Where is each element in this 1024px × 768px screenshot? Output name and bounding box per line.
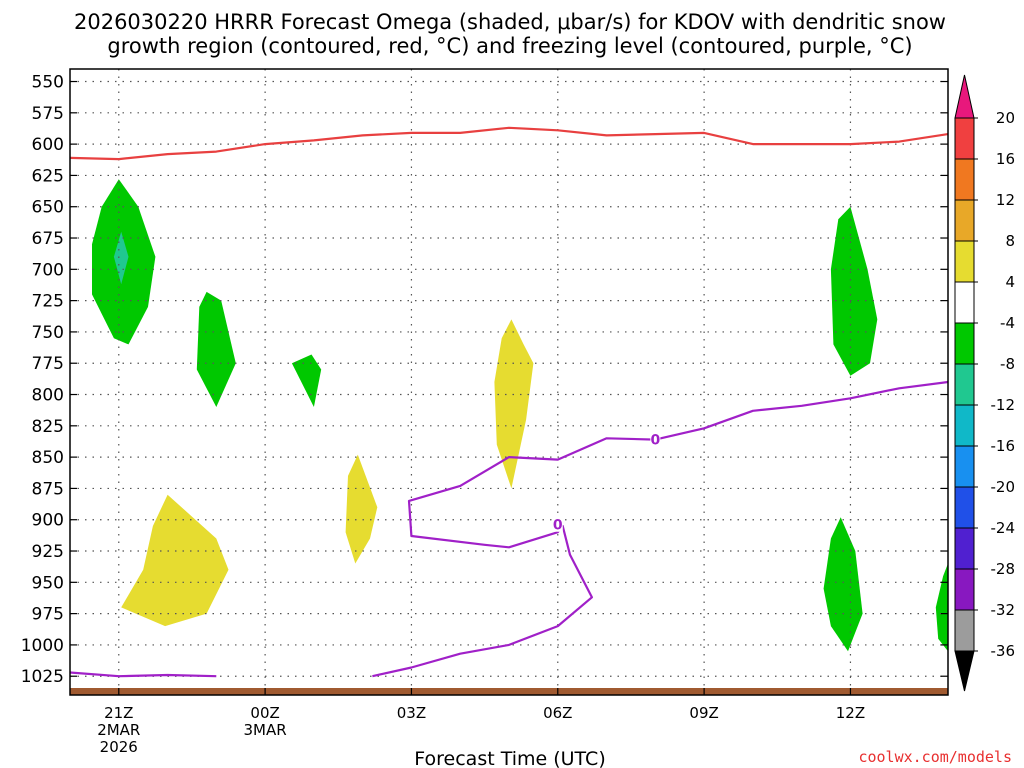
colorbar-label: 12: [996, 191, 1015, 209]
omega-shade-green-2: [196, 291, 236, 407]
colorbar-label: -24: [991, 519, 1016, 537]
omega-shade-yellow-3: [121, 494, 229, 627]
colorbar-label: -4: [1000, 314, 1015, 332]
contour-dendritic-red: [69, 126, 949, 161]
colorbar-segment: [954, 240, 975, 283]
x-tick-label: 06Z: [543, 704, 572, 722]
y-tick-label: 725: [32, 292, 64, 312]
colorbar-segment: [954, 609, 975, 652]
contour-label: 0: [553, 518, 563, 534]
contour-label-background: [552, 516, 563, 532]
y-tick-label: 975: [32, 605, 64, 625]
colorbar-label: 16: [996, 150, 1015, 168]
y-tick-label: 1025: [21, 667, 64, 687]
y-tick-label: 1000: [21, 636, 64, 656]
colorbar-label: -12: [991, 396, 1016, 414]
omega-shade-green-6: [935, 563, 948, 652]
colorbar-bottom-arrow: [954, 650, 975, 692]
ground-strip: [70, 688, 948, 695]
omega-shade-green-3: [291, 354, 322, 407]
colorbar-label: -16: [991, 437, 1016, 455]
colorbar: 20 16 12 8 4 -4 -8 -12 -16 -20 -24 -28 -32 -36: [954, 74, 1016, 692]
y-tick-label: 925: [32, 542, 64, 562]
contour-label-background: [650, 431, 661, 447]
colorbar-label: 4: [1005, 273, 1015, 291]
y-tick-label: 675: [32, 229, 64, 249]
x-tick-label: 2MAR: [97, 721, 140, 739]
x-tick-label: 21Z: [104, 704, 133, 722]
x-tick-label: 3MAR: [244, 721, 287, 739]
y-tick-label: 800: [32, 386, 64, 406]
x-tick-label: 09Z: [689, 704, 718, 722]
colorbar-segment: [954, 158, 975, 201]
contour-freezing-purple: [69, 671, 217, 678]
omega-shade-green-4: [830, 206, 878, 376]
x-tick-label: 12Z: [836, 704, 865, 722]
colorbar-label: -20: [991, 478, 1016, 496]
x-tick-label: 00Z: [250, 704, 279, 722]
credit-text[interactable]: coolwx.com/models: [858, 748, 1012, 766]
chart-title: 2026030220 HRRR Forecast Omega (shaded, …: [74, 10, 946, 58]
y-tick-label: 700: [32, 260, 64, 280]
contour-freezing-purple: [372, 380, 949, 678]
colorbar-label: 8: [1005, 232, 1015, 250]
contour-label: 0: [650, 433, 660, 449]
y-tick-label: 750: [32, 323, 64, 343]
colorbar-segment: [954, 199, 975, 242]
colorbar-segment: [954, 322, 975, 365]
y-tick-label: 550: [32, 73, 64, 93]
plot-frame: [69, 68, 949, 696]
colorbar-label: -32: [991, 601, 1016, 619]
colorbar-segment: [954, 486, 975, 529]
x-axis-title: Forecast Time (UTC): [414, 748, 605, 768]
colorbar-segment: [954, 117, 975, 160]
y-tick-label: 600: [32, 135, 64, 155]
y-tick-label: 650: [32, 198, 64, 218]
y-axis: 550 575 600 625 650 675 700 725 750 775 800 825 850 8…: [21, 73, 948, 687]
y-tick-label: 875: [32, 479, 64, 499]
y-tick-label: 850: [32, 448, 64, 468]
y-tick-label: 825: [32, 417, 64, 437]
colorbar-segment: [954, 568, 975, 611]
colorbar-top-arrow: [954, 74, 975, 119]
colorbar-label: 20: [996, 109, 1015, 127]
omega-shade-yellow-1: [494, 319, 534, 489]
x-tick-label: 2026: [100, 738, 138, 756]
y-tick-label: 950: [32, 573, 64, 593]
y-tick-label: 775: [32, 354, 64, 374]
colorbar-label: -36: [991, 642, 1016, 660]
omega-shade-green-5: [823, 517, 863, 652]
omega-shade-yellow-2: [345, 454, 378, 564]
x-tick-label: 03Z: [397, 704, 426, 722]
colorbar-label: -28: [991, 560, 1016, 578]
omega-shade-teal-1: [113, 231, 129, 285]
colorbar-segment: [954, 404, 975, 447]
colorbar-segment: [954, 363, 975, 406]
y-tick-label: 625: [32, 166, 64, 186]
colorbar-segment: [954, 445, 975, 488]
title-line-1: 2026030220 HRRR Forecast Omega (shaded, …: [74, 10, 946, 34]
colorbar-label: -8: [1000, 355, 1015, 373]
plot-area: 00: [69, 68, 949, 696]
title-line-2: growth region (contoured, red, °C) and f…: [107, 34, 912, 58]
y-tick-label: 900: [32, 511, 64, 531]
colorbar-segment: [954, 281, 975, 324]
y-tick-label: 575: [32, 104, 64, 124]
colorbar-segment: [954, 527, 975, 570]
